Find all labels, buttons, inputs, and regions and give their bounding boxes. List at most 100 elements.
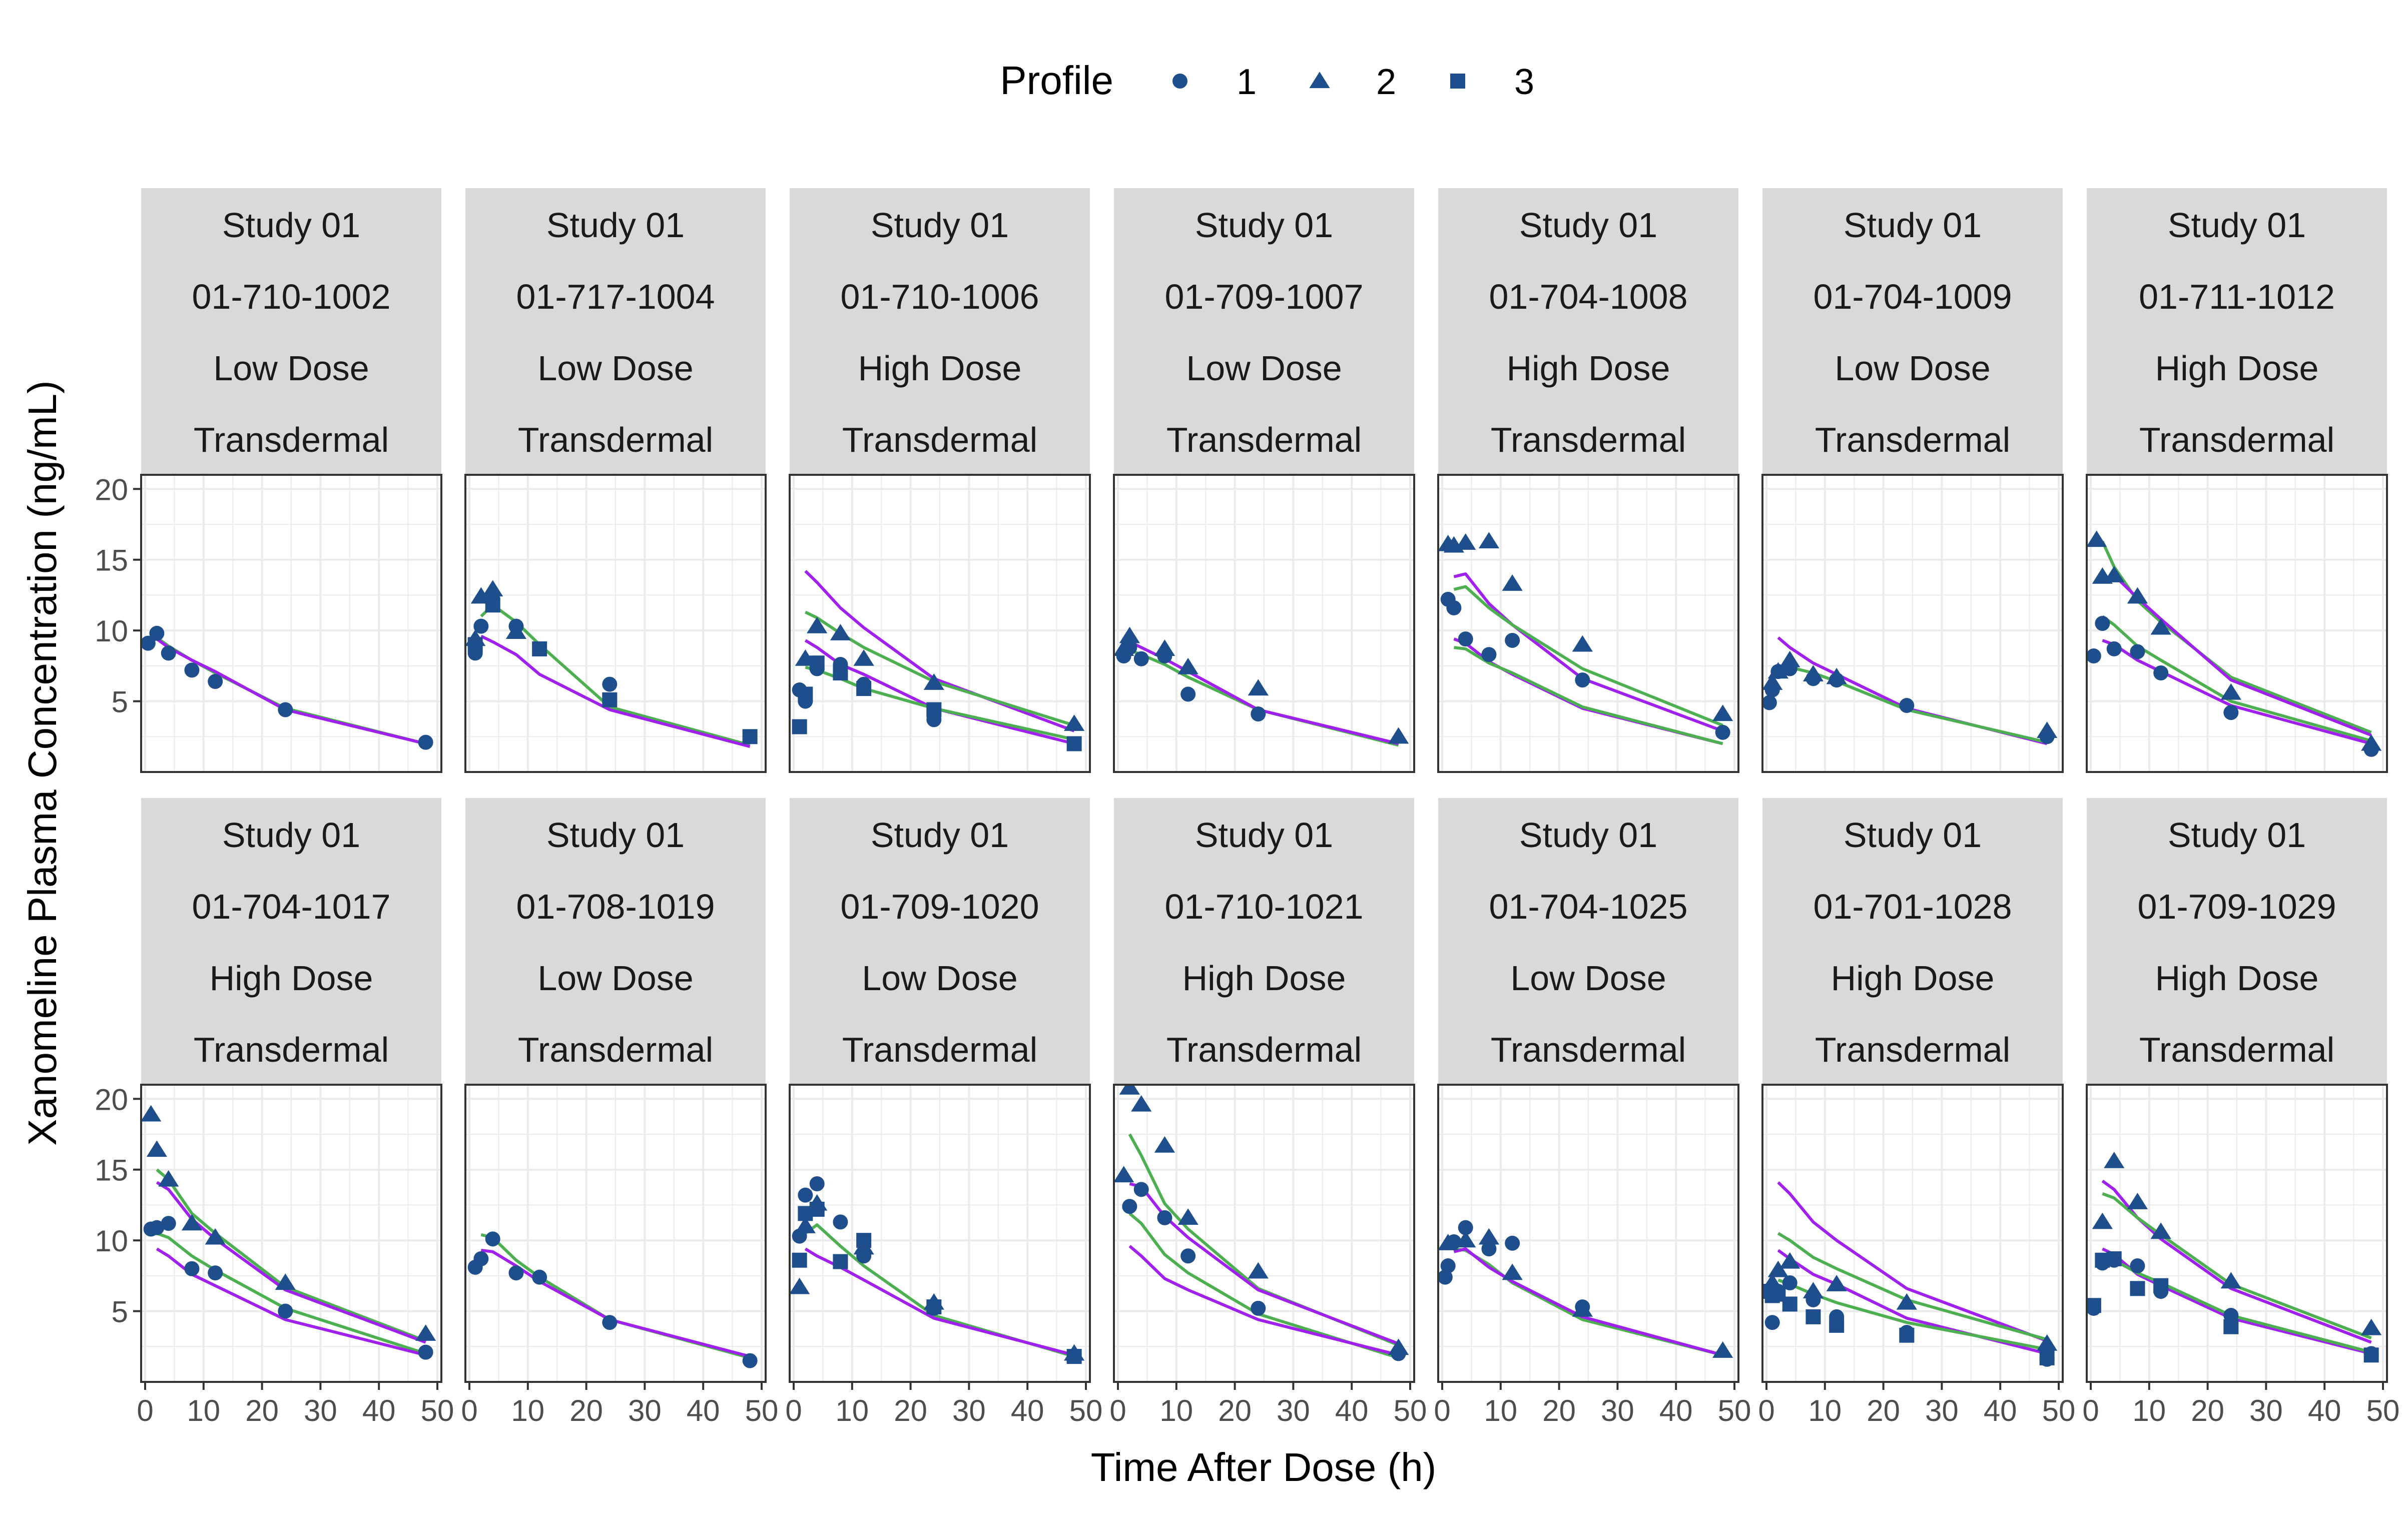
data-point-profile-2 xyxy=(415,1324,436,1341)
data-point-profile-3 xyxy=(2087,1298,2101,1313)
data-point-profile-2 xyxy=(2037,1334,2058,1351)
strip-label: Transdermal xyxy=(1166,1030,1362,1069)
gridlines xyxy=(2087,1085,2387,1382)
x-tick-label: 50 xyxy=(2042,1394,2076,1427)
x-axis: 0 10 20 30 40 50 xyxy=(785,1382,1102,1427)
data-point-profile-3 xyxy=(856,681,872,696)
panel-strip: Study 01 01-704-1009 Low Dose Transdermal xyxy=(1762,188,2063,475)
data-point-profile-2 xyxy=(1572,1300,1593,1317)
x-tick-label: 30 xyxy=(628,1394,662,1427)
data-point-profile-3 xyxy=(809,655,825,671)
data-point-profile-2 xyxy=(1478,532,1500,549)
y-tick-label: 20 xyxy=(95,473,128,506)
data-point-profile-2 xyxy=(2037,721,2058,738)
gridlines xyxy=(1762,1085,2063,1382)
data-point-profile-2 xyxy=(1388,727,1409,744)
x-tick-label: 30 xyxy=(1925,1394,1959,1427)
data-point-profile-1 xyxy=(2130,1258,2145,1274)
model-line-green xyxy=(2101,615,2372,742)
data-point-profile-2 xyxy=(1767,662,1788,679)
x-tick-label: 40 xyxy=(1984,1394,2017,1427)
data-point-profile-1 xyxy=(1715,724,1730,740)
panel-border xyxy=(140,474,442,773)
panel-strip: Study 01 01-704-1025 Low Dose Transdermal xyxy=(1438,798,1738,1085)
model-line-green xyxy=(2102,1192,2372,1340)
x-tick-label: 10 xyxy=(1484,1394,1517,1427)
data-point-profile-3 xyxy=(2039,1350,2055,1365)
data-point-profile-2 xyxy=(1802,665,1824,681)
panel-data xyxy=(792,570,1085,751)
panel: Study 01 01-708-1019 Low Dose Transdermal 0 1… xyxy=(461,798,778,1427)
data-point-profile-3 xyxy=(2153,1278,2169,1293)
data-point-profile-2 xyxy=(2220,1272,2241,1289)
data-point-profile-3 xyxy=(1899,1327,1915,1343)
x-tick-label: 20 xyxy=(1542,1394,1576,1427)
gridlines xyxy=(1762,475,2063,772)
panel-border xyxy=(2086,474,2388,773)
legend-label: 2 xyxy=(1376,62,1396,102)
data-point-profile-2 xyxy=(1154,639,1175,656)
x-tick-label: 40 xyxy=(1335,1394,1369,1427)
y-tick-label: 5 xyxy=(112,685,128,719)
strip-label: Transdermal xyxy=(842,1030,1037,1069)
data-point-profile-3 xyxy=(1805,1309,1821,1324)
data-point-profile-3 xyxy=(833,665,848,680)
data-point-profile-3 xyxy=(792,1252,807,1268)
data-point-profile-2 xyxy=(2127,587,2148,604)
panel: Study 01 01-704-1017 High Dose Transdermal 5… xyxy=(95,798,454,1427)
data-point-profile-1 xyxy=(2087,648,2101,664)
x-tick-label: 30 xyxy=(1277,1394,1310,1427)
data-point-profile-1 xyxy=(1133,651,1149,666)
data-point-profile-2 xyxy=(1802,1282,1824,1299)
strip-label: 01-709-1020 xyxy=(841,887,1039,926)
x-tick-label: 0 xyxy=(1758,1394,1774,1427)
panel: Study 01 01-704-1008 High Dose Transdermal xyxy=(1437,188,1739,773)
x-tick-label: 0 xyxy=(1434,1394,1450,1427)
panel-data xyxy=(1114,1085,1409,1361)
x-tick-label: 50 xyxy=(1394,1394,1427,1427)
data-point-profile-1 xyxy=(485,1231,500,1247)
data-point-profile-2 xyxy=(1762,673,1783,690)
panel: Study 01 01-710-1021 High Dose Transdermal 0… xyxy=(1109,798,1427,1427)
data-point-profile-2 xyxy=(275,1273,296,1290)
panel-border xyxy=(1113,1084,1415,1383)
data-point-profile-2 xyxy=(141,1105,162,1122)
x-tick-label: 30 xyxy=(1601,1394,1634,1427)
strip-background xyxy=(1438,188,1738,475)
strip-label: High Dose xyxy=(1182,959,1346,998)
model-line-green xyxy=(1453,585,1723,727)
data-point-profile-1 xyxy=(798,1187,813,1203)
data-point-profile-1 xyxy=(2095,616,2110,631)
data-point-profile-3 xyxy=(798,686,813,702)
data-point-profile-1 xyxy=(161,1216,176,1231)
x-tick-label: 30 xyxy=(952,1394,986,1427)
panel-strip: Study 01 01-710-1021 High Dose Transdermal xyxy=(1114,798,1414,1085)
x-tick-label: 0 xyxy=(1109,1394,1126,1427)
panel-data xyxy=(1762,636,2058,745)
gridlines xyxy=(1114,1085,1414,1382)
data-point-profile-2 xyxy=(853,649,874,666)
x-tick-label: 40 xyxy=(1659,1394,1693,1427)
legend-entries: 1 2 3 xyxy=(1172,62,1534,102)
strip-label: Low Dose xyxy=(1835,349,1990,388)
panel-data xyxy=(141,625,433,750)
data-point-profile-1 xyxy=(149,1220,165,1235)
x-axis: 0 10 20 30 40 50 xyxy=(137,1382,454,1427)
panel: Study 01 01-701-1028 High Dose Transdermal 0… xyxy=(1758,798,2075,1427)
data-point-profile-1 xyxy=(2223,705,2239,720)
data-point-profile-2 xyxy=(181,1214,203,1231)
strip-label: High Dose xyxy=(2155,959,2319,998)
x-tick-label: 10 xyxy=(2132,1394,2166,1427)
data-point-profile-3 xyxy=(485,597,500,613)
data-point-profile-1 xyxy=(1180,686,1196,702)
x-tick-label: 40 xyxy=(687,1394,720,1427)
x-tick-label: 0 xyxy=(137,1394,153,1427)
data-point-profile-2 xyxy=(2361,1318,2382,1335)
y-tick-label: 10 xyxy=(95,1224,128,1258)
gridlines xyxy=(465,1085,766,1382)
panel-data xyxy=(790,1176,1085,1364)
data-point-profile-1 xyxy=(1782,1275,1797,1290)
strip-label: Study 01 xyxy=(1844,206,1982,245)
gridlines xyxy=(1438,475,1738,772)
